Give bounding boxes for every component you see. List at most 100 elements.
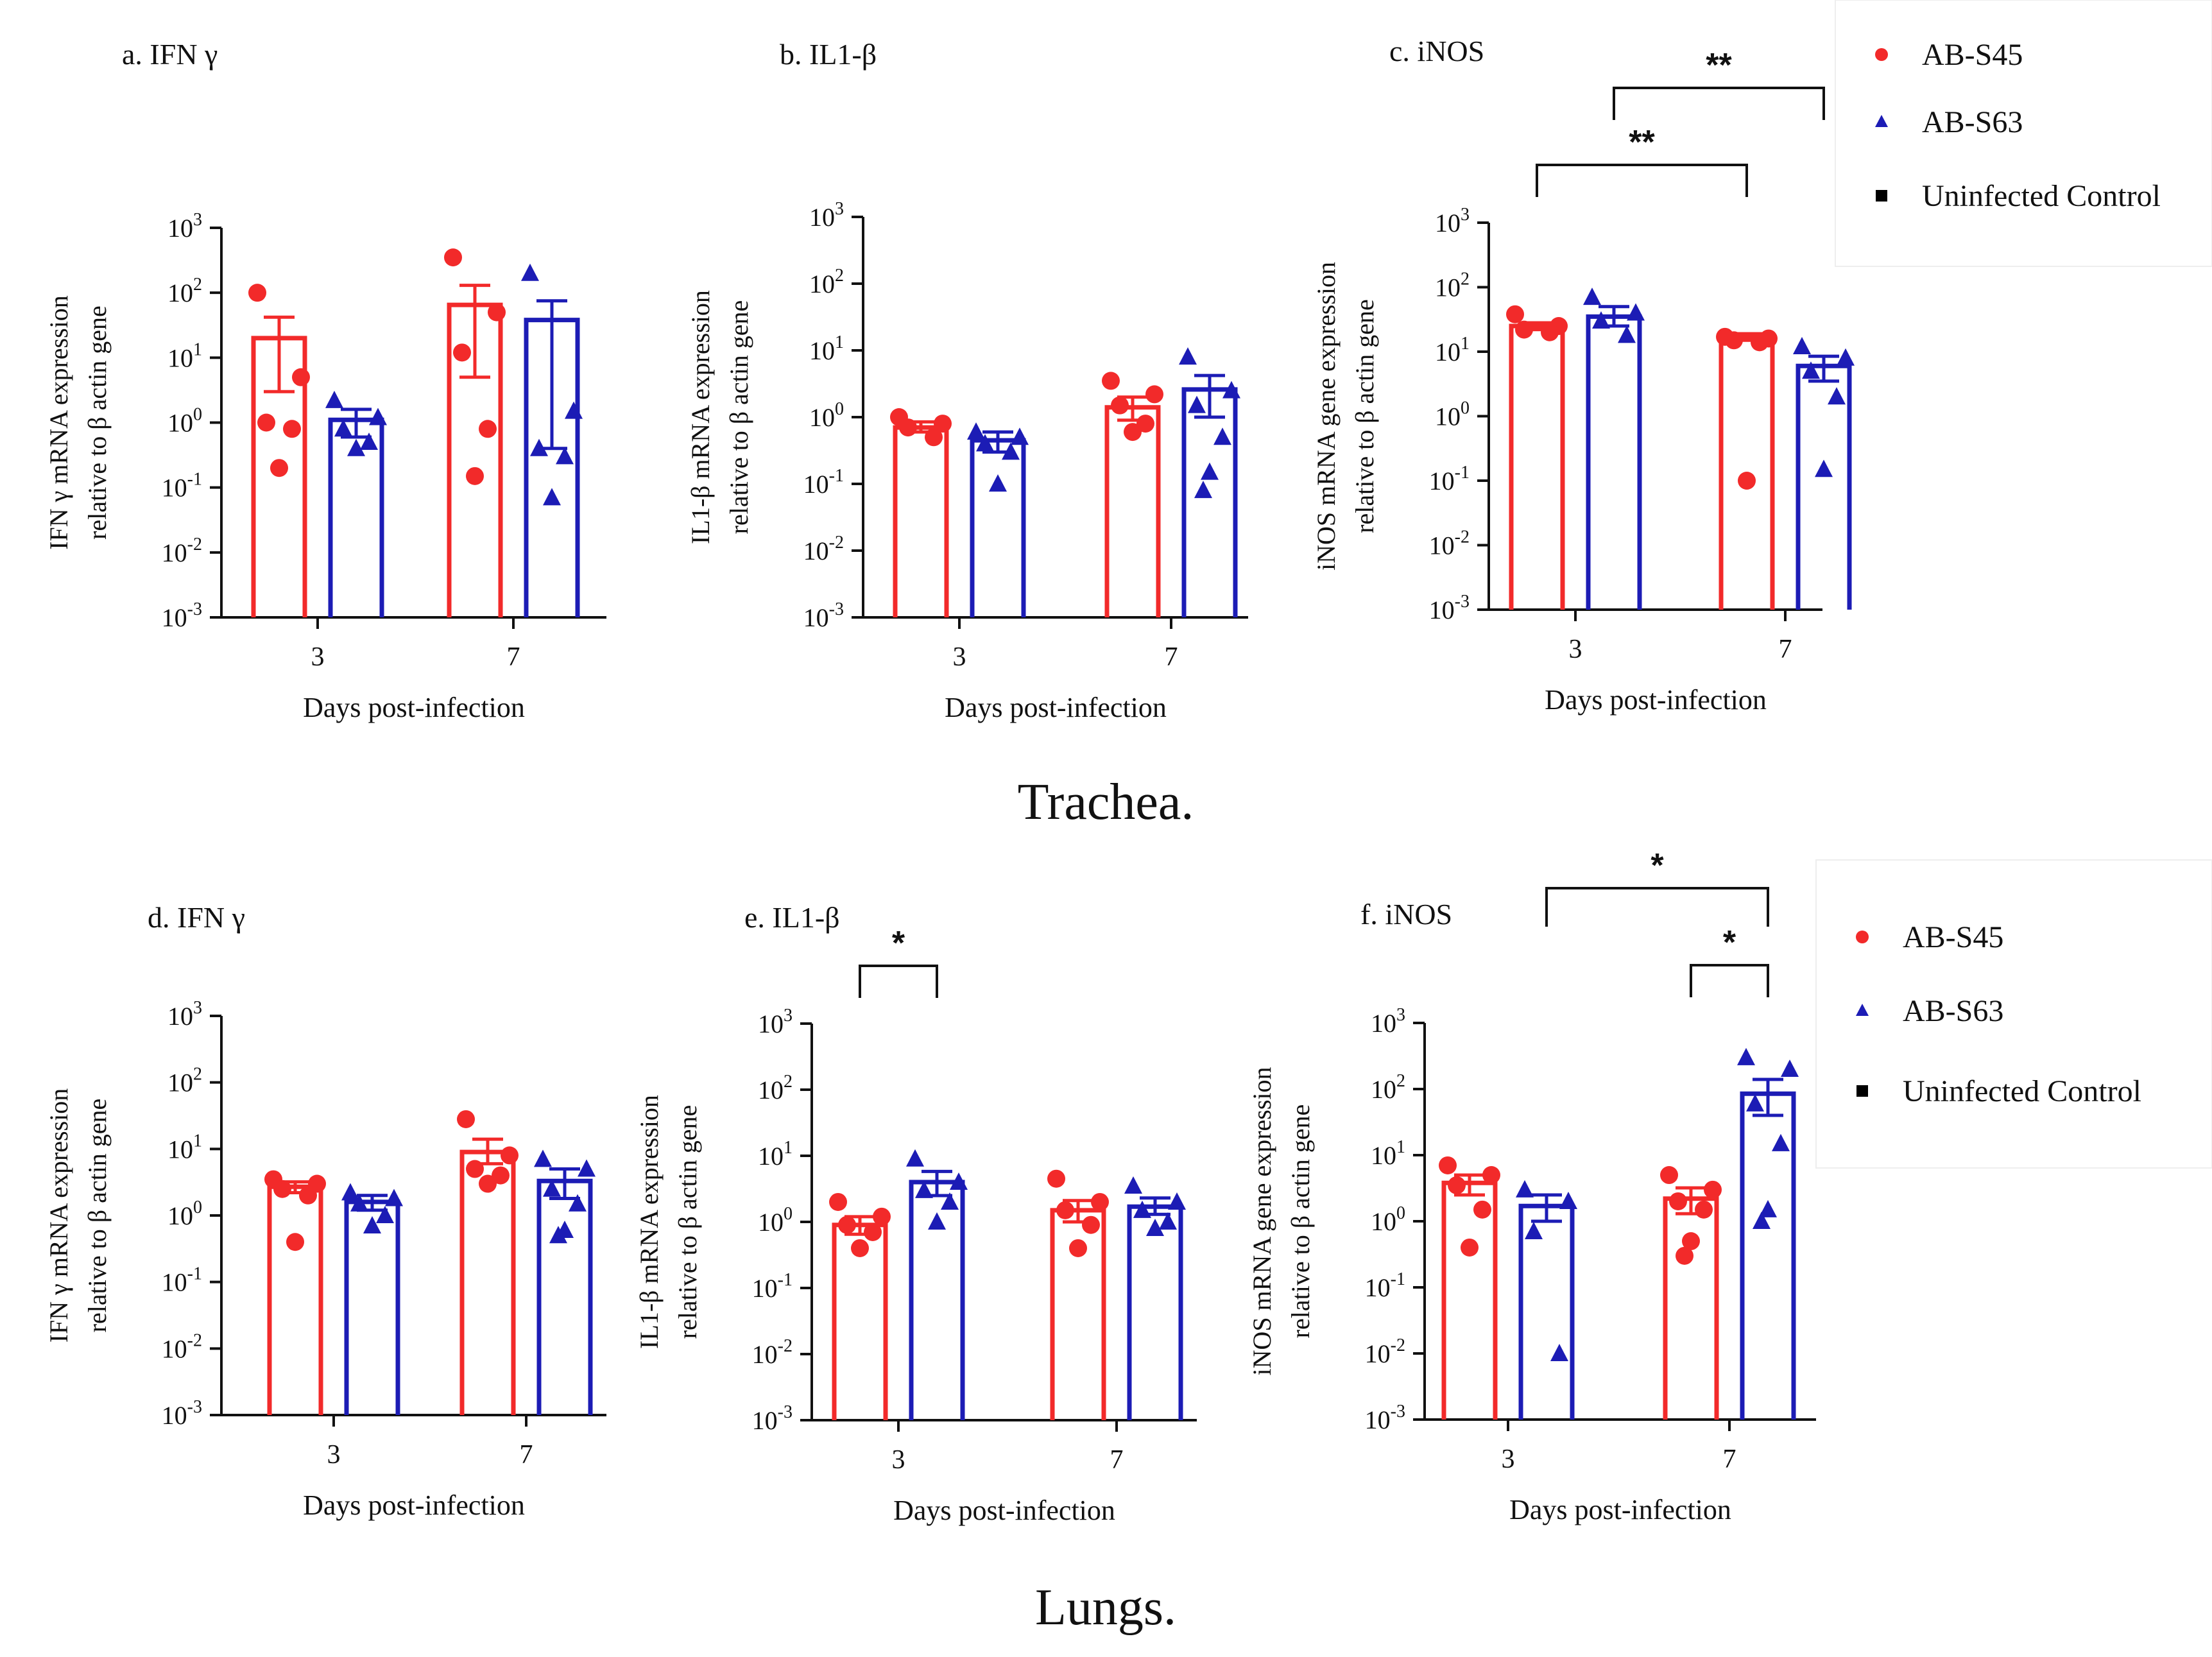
data-point-circle [501,1146,519,1165]
data-point-circle [1506,305,1524,323]
data-point-circle [1136,415,1154,433]
data-point-circle [925,428,943,447]
significance-label: * [892,925,905,962]
y-tick-label: 101 [1371,1137,1405,1170]
data-point-circle [1091,1192,1109,1211]
chart-title: e. IL1-β [744,901,840,934]
data-point-triangle [1179,347,1197,365]
y-tick-label: 10-2 [1429,528,1470,560]
chart-title: f. iNOS [1360,898,1452,931]
y-tick-label: 10-2 [162,535,202,567]
chart-panel-4: d. IFN γ 103 102 101 100 10-1 10-2 10-3 3 7 Days p… [44,901,606,1521]
data-point-circle [479,420,497,438]
significance-label: * [1723,924,1736,961]
y-axis-label: IFN γ mRNA expression [44,1088,73,1343]
legend-label: AB-S63 [1903,994,2003,1028]
data-point-triangle [1753,1212,1770,1229]
data-point-triangle [989,474,1007,492]
data-point-circle [899,418,917,437]
data-point-triangle [350,1194,368,1212]
data-point-circle [1515,320,1533,339]
data-point-triangle [1759,1199,1777,1217]
data-point-triangle [1002,442,1020,460]
data-point-circle [934,415,952,433]
y-axis-label: iNOS mRNA gene expression [1312,262,1341,571]
data-point-triangle [1159,1212,1177,1230]
data-point-circle [492,1166,510,1185]
y-tick-label: 101 [167,339,202,372]
chart-title: d. IFN γ [148,901,245,934]
data-point-circle [1751,333,1769,352]
data-point-circle [873,1207,891,1226]
data-point-circle [1145,385,1163,404]
y-tick-label: 10-2 [752,1336,793,1369]
x-tick-label: 3 [1569,635,1582,664]
x-tick-label: 3 [892,1445,905,1475]
bar-ab-s45-3 [267,1184,323,1415]
data-point-triangle [1124,1176,1142,1194]
data-point-triangle [376,1206,394,1223]
data-point-triangle [556,447,574,465]
y-tick-label: 101 [809,332,844,365]
y-tick-label: 10-1 [1365,1269,1405,1302]
data-point-triangle [1213,427,1231,445]
y-tick-label: 103 [1371,1005,1405,1038]
data-point-circle [299,1186,317,1205]
data-point-triangle [549,1226,567,1244]
x-tick-label: 7 [1110,1445,1124,1475]
data-point-circle [1725,331,1743,350]
y-tick-label: 100 [167,405,202,438]
legend-marker-triangle [1875,115,1888,127]
data-point-circle [1102,372,1120,390]
data-point-circle [1541,323,1559,341]
data-point-triangle [1592,311,1610,329]
x-tick-label: 7 [1723,1445,1736,1474]
y-axis-label: relative to β actin gene [724,300,753,535]
data-point-circle [1695,1200,1713,1219]
legend-label: AB-S45 [1922,38,2023,72]
data-point-circle [1448,1176,1466,1194]
y-tick-label: 10-1 [162,470,202,502]
y-tick-label: 100 [1435,399,1470,431]
y-tick-label: 101 [167,1131,202,1163]
y-tick-label: 102 [167,275,202,307]
data-point-triangle [1793,337,1811,355]
legend-label: AB-S63 [1922,105,2023,139]
data-point-triangle [915,1180,933,1198]
data-point-triangle [543,488,561,506]
legend-bottom: AB-S45 AB-S63 Uninfected Control [1815,859,2212,1169]
data-point-circle [1704,1180,1722,1199]
legend-label: Uninfected Control [1922,179,2161,213]
data-point-triangle [347,438,365,456]
data-point-triangle [1201,462,1219,480]
legend-marker-triangle [1856,1004,1869,1016]
significance-bracket [1536,164,1748,197]
legend-box [1835,0,2212,267]
data-point-circle [453,343,471,362]
y-axis-label: IFN γ mRNA expression [44,295,73,550]
y-tick-label: 10-2 [1365,1335,1405,1368]
data-point-triangle [1746,1094,1764,1112]
x-axis-label: Days post-infection [945,692,1167,723]
data-point-circle [466,1160,484,1178]
y-tick-label: 10-3 [162,599,202,632]
data-point-circle [286,1233,304,1251]
chart-panel-5: e. IL1-β 103 102 101 100 10-1 10-2 10-3 3 7 Days p… [635,901,1197,1526]
x-tick-label: 7 [507,642,520,672]
chart-panel-2: b. IL1-β 103 102 101 100 10-1 10-2 10-3 3 7 Days p… [686,38,1248,723]
y-axis-label: iNOS mRNA gene expression [1247,1067,1276,1375]
data-point-circle [829,1192,847,1211]
data-point-triangle [967,422,985,440]
legend-label: AB-S45 [1903,920,2003,954]
y-tick-label: 102 [809,266,844,298]
data-point-triangle [363,1216,381,1234]
data-point-circle [1124,423,1142,442]
significance-bracket [1613,87,1825,120]
data-point-triangle [1188,395,1206,413]
data-point-triangle [1618,325,1636,343]
y-tick-label: 10-2 [803,533,844,565]
x-tick-label: 3 [953,642,966,672]
data-point-circle [270,459,288,477]
data-point-circle [1082,1215,1100,1234]
data-point-triangle [1781,1059,1799,1077]
